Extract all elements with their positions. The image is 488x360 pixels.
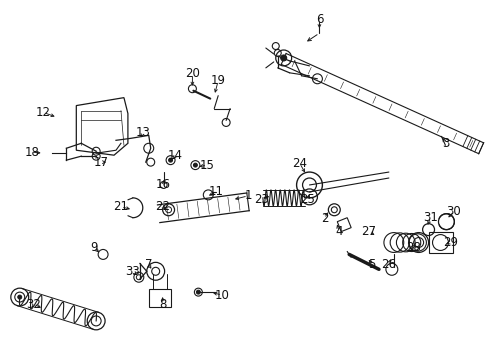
Text: 29: 29: [442, 236, 457, 249]
Text: 6: 6: [315, 13, 323, 26]
Text: 2: 2: [320, 212, 327, 225]
Text: 33: 33: [125, 265, 140, 278]
Text: 1: 1: [244, 189, 251, 202]
Text: 18: 18: [24, 146, 39, 159]
Text: 7: 7: [145, 258, 152, 271]
Text: 23: 23: [254, 193, 269, 206]
Text: 21: 21: [113, 200, 128, 213]
Text: 25: 25: [300, 193, 314, 206]
Text: 15: 15: [200, 159, 214, 172]
Text: 12: 12: [36, 106, 51, 119]
Circle shape: [18, 295, 21, 299]
Circle shape: [193, 163, 197, 167]
Text: 17: 17: [93, 156, 108, 168]
Text: 20: 20: [184, 67, 200, 80]
Text: 27: 27: [361, 225, 376, 238]
Text: 11: 11: [208, 185, 224, 198]
Text: 14: 14: [168, 149, 183, 162]
Text: 31: 31: [422, 211, 437, 224]
Text: 32: 32: [26, 297, 41, 311]
Text: 13: 13: [135, 126, 150, 139]
Bar: [427, 231, 452, 253]
Circle shape: [196, 290, 200, 294]
Text: 4: 4: [335, 225, 342, 238]
Text: 8: 8: [159, 297, 166, 311]
Text: 3: 3: [441, 137, 448, 150]
Text: 19: 19: [210, 74, 225, 87]
Text: 10: 10: [214, 289, 229, 302]
Text: 22: 22: [155, 200, 170, 213]
Text: 30: 30: [445, 205, 460, 218]
Text: 5: 5: [367, 258, 375, 271]
Text: 16: 16: [156, 179, 171, 192]
Text: 28: 28: [406, 241, 420, 254]
Circle shape: [280, 55, 286, 61]
Text: 24: 24: [291, 157, 306, 170]
Circle shape: [168, 158, 172, 162]
Text: 26: 26: [381, 258, 396, 271]
Text: 9: 9: [90, 241, 98, 254]
Bar: [148, 289, 170, 307]
